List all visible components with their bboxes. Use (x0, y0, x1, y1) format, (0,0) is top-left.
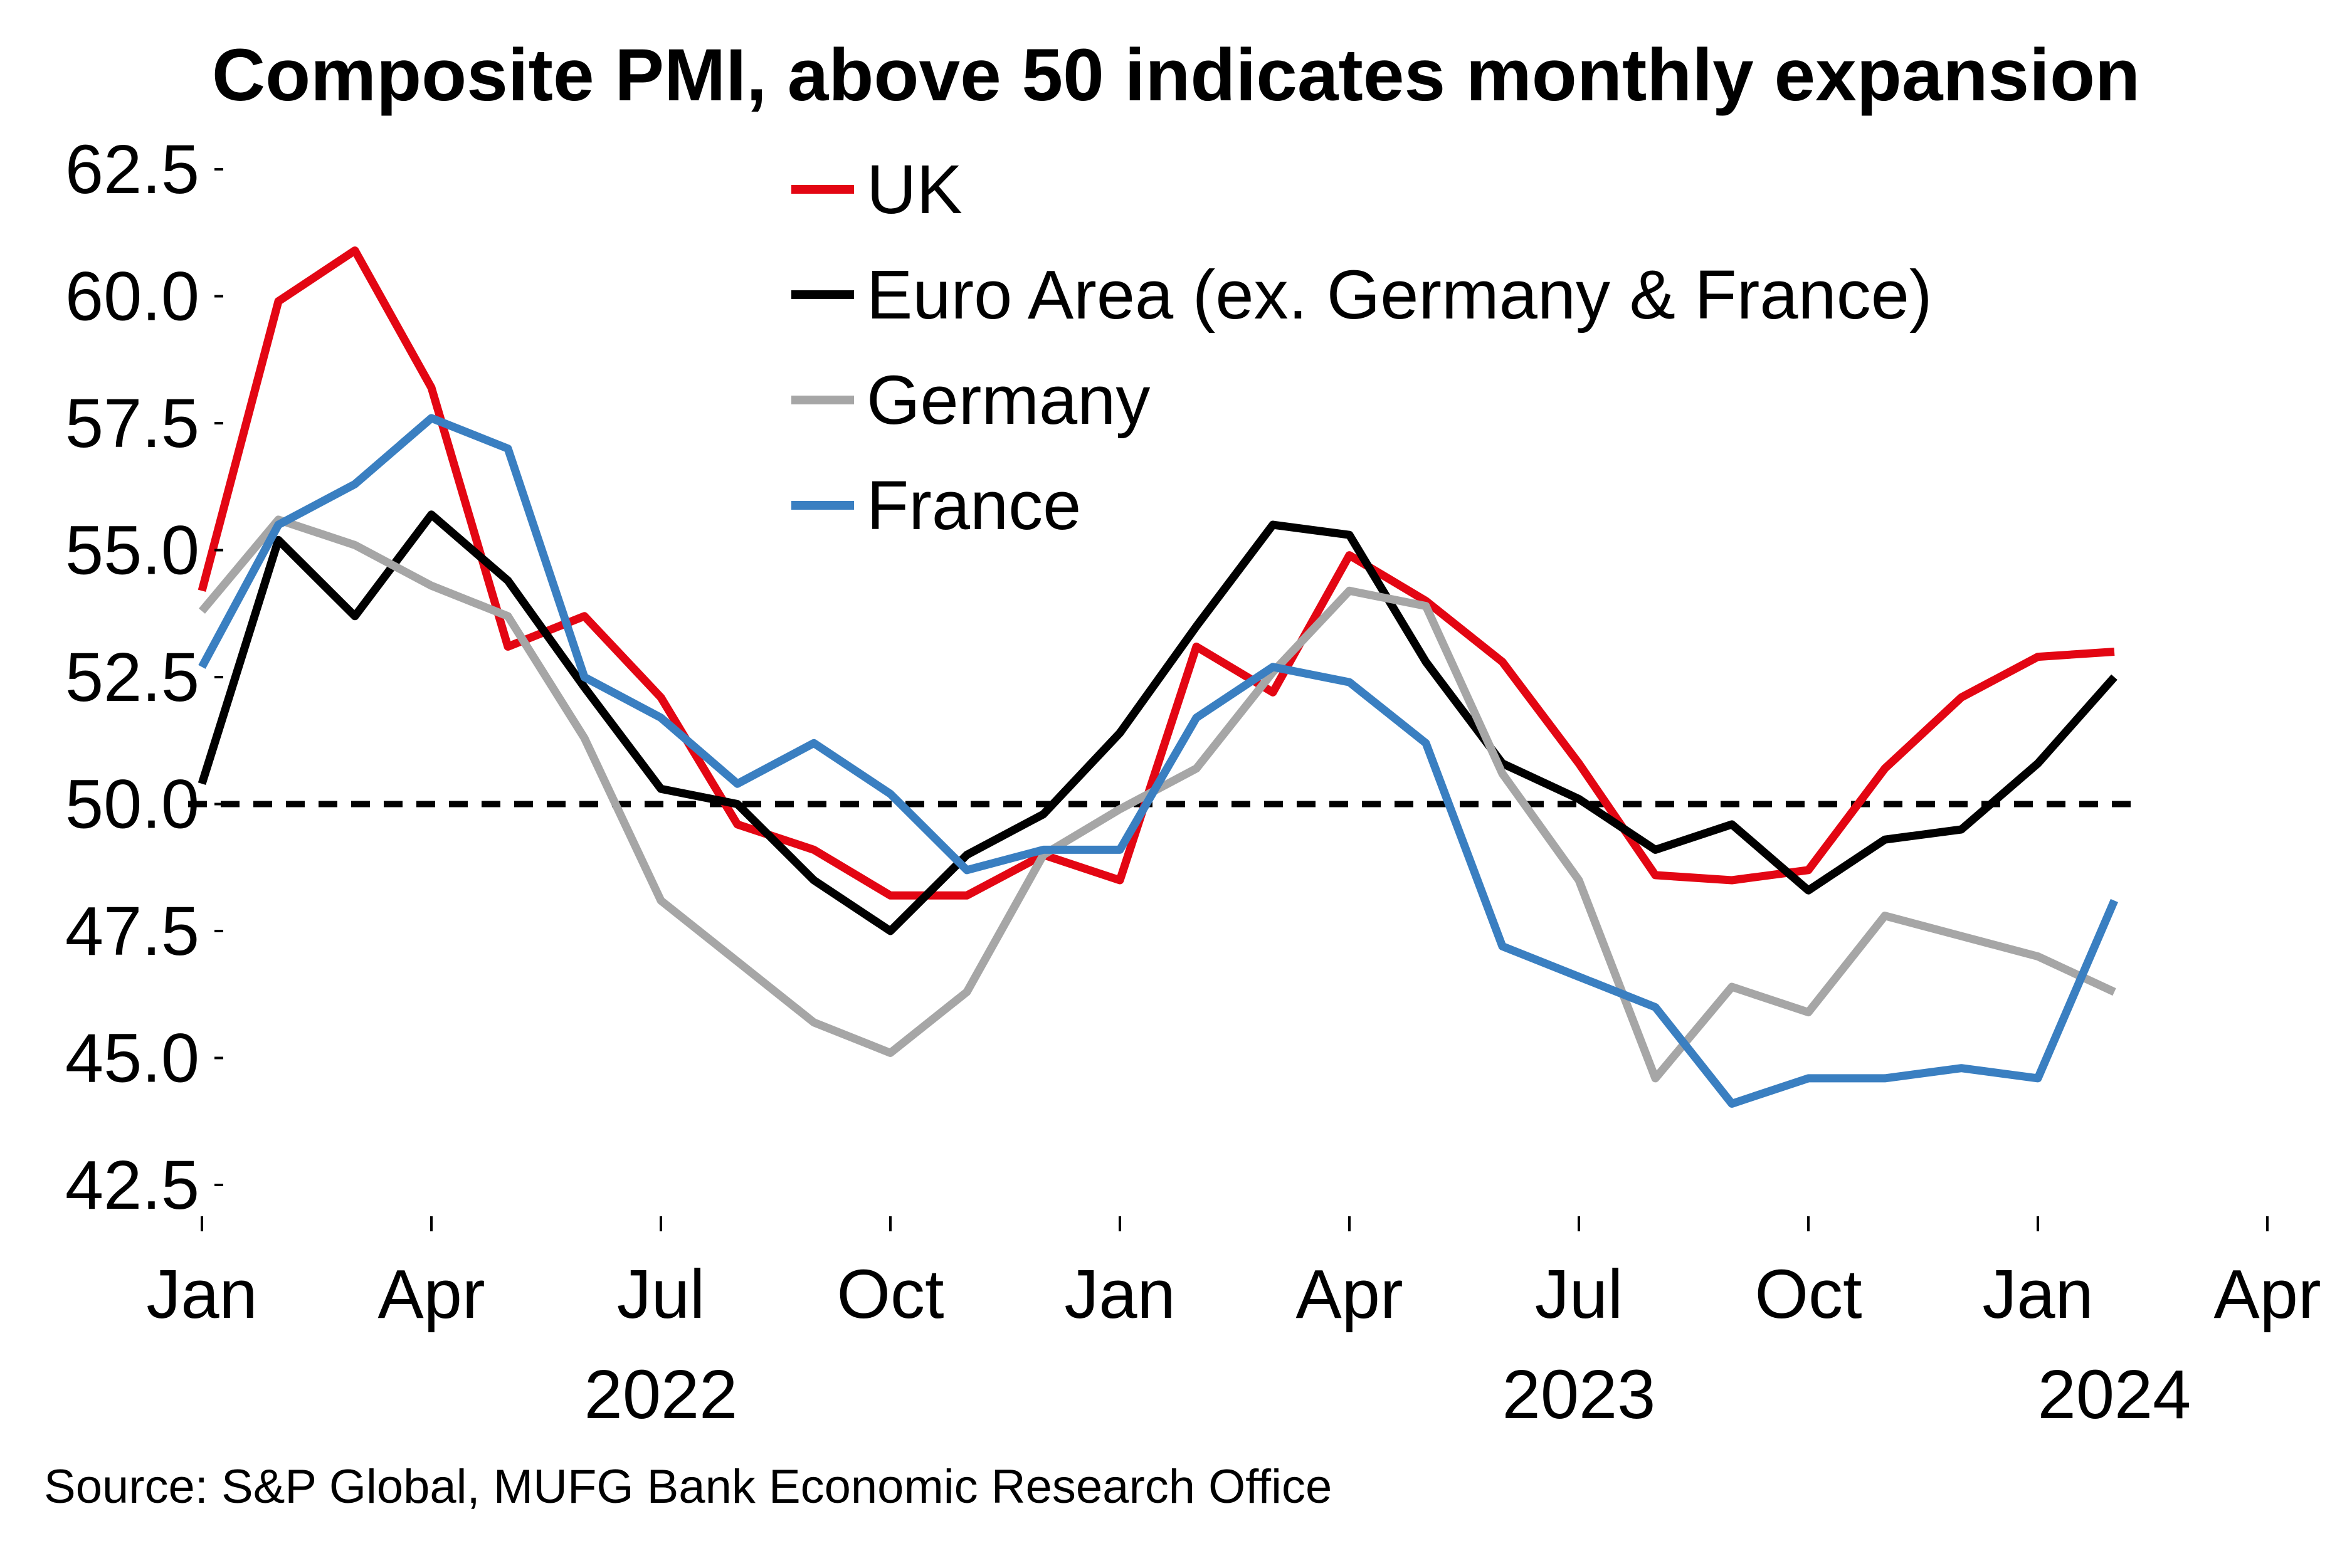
x-tick-label: Oct (836, 1256, 944, 1333)
series-line-1 (198, 510, 2117, 935)
y-tick-label: 57.5 (65, 385, 199, 462)
legend: UK Euro Area (ex. Germany & France) German… (791, 151, 1933, 544)
series-line-3 (198, 414, 2118, 1108)
chart-title: Composite PMI, above 50 indicates monthl… (211, 34, 2141, 117)
y-tick-label: 42.5 (65, 1147, 199, 1224)
series-line-2 (199, 515, 2116, 1083)
y-axis: 62.5 60.0 57.5 55.0 52.5 50.0 47.5 45.0 42.5 (65, 131, 223, 1224)
x-tick-label: Oct (1754, 1256, 1862, 1333)
x-tick-label: Jan (1064, 1256, 1175, 1333)
x-tick-label: Jan (146, 1256, 257, 1333)
x-tick-label: Jan (1982, 1256, 2093, 1333)
x-year-label: 2023 (1502, 1356, 1656, 1433)
y-tick-label: 60.0 (65, 258, 199, 335)
y-tick-label: 55.0 (65, 512, 199, 589)
x-year-label: 2022 (584, 1356, 738, 1433)
legend-label-0: UK (867, 151, 962, 228)
legend-label-1: Euro Area (ex. Germany & France) (867, 256, 1933, 334)
source-note: Source: S&P Global, MUFG Bank Economic R… (44, 1460, 1332, 1513)
x-year-label: 2024 (2038, 1356, 2191, 1433)
x-tick-label: Apr (1295, 1256, 1403, 1333)
series-line-0 (198, 246, 2115, 900)
x-axis: Jan Apr Jul Oct Jan Apr Jul Oct Jan Apr 2022 2023 20… (146, 1216, 2321, 1433)
y-tick-label: 47.5 (65, 893, 199, 970)
y-tick-label: 50.0 (65, 766, 199, 843)
x-tick-label: Jul (617, 1256, 705, 1333)
x-tick-label: Apr (377, 1256, 485, 1333)
y-tick-label: 52.5 (65, 639, 199, 716)
y-tick-label: 45.0 (65, 1020, 199, 1097)
legend-label-3: France (867, 467, 1081, 544)
x-tick-label: Apr (2213, 1256, 2321, 1333)
y-tick-label: 62.5 (65, 131, 199, 208)
series-group (198, 246, 2118, 1108)
legend-label-2: Germany (867, 362, 1150, 439)
x-tick-label: Jul (1535, 1256, 1623, 1333)
